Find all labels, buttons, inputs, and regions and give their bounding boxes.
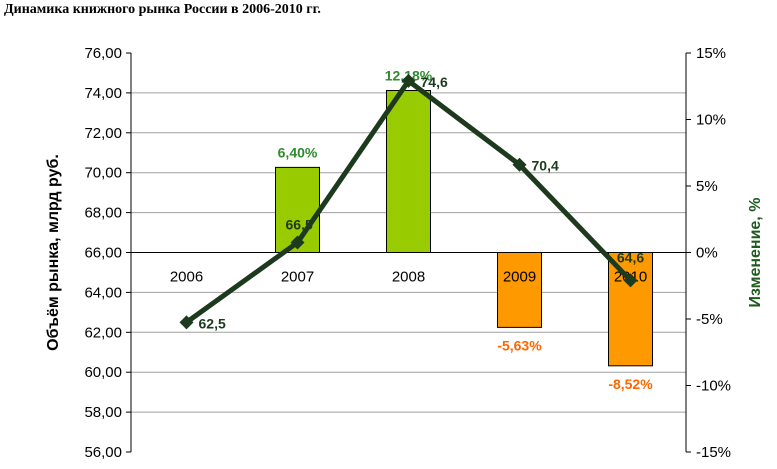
y2-axis-title: Изменение, %: [747, 198, 764, 308]
y-tick-label: 60,00: [84, 364, 122, 381]
y2-tick-label: -10%: [696, 378, 731, 395]
line-marker: [512, 157, 527, 172]
y-tick-label: 72,00: [84, 125, 122, 142]
chart-title: Динамика книжного рынка России в 2006-20…: [4, 2, 321, 17]
y-tick-label: 74,00: [84, 85, 122, 102]
line-marker: [401, 73, 416, 88]
y-tick-label: 76,00: [84, 45, 122, 62]
y-tick-label: 68,00: [84, 205, 122, 222]
y-tick-label: 66,00: [84, 245, 122, 262]
y2-tick-label: 0%: [696, 245, 718, 262]
bar-data-label: -8,52%: [608, 376, 653, 392]
y-axis-title: Объём рынка, млрд руб.: [45, 154, 62, 351]
line-data-label: 66,5: [286, 217, 313, 233]
y2-tick-label: -15%: [696, 444, 731, 461]
category-label: 2008: [392, 269, 425, 286]
bar-data-label: -5,63%: [497, 337, 542, 353]
bar: [497, 252, 542, 328]
y-tick-label: 56,00: [84, 444, 122, 461]
y-tick-label: 64,00: [84, 284, 122, 301]
line-data-label: 64,6: [617, 249, 644, 265]
line-data-label: 74,6: [421, 74, 448, 90]
line-marker: [623, 273, 638, 288]
bar: [386, 90, 431, 253]
category-label: 2009: [503, 269, 536, 286]
line-marker: [290, 235, 305, 250]
y-tick-label: 58,00: [84, 404, 122, 421]
y2-tick-label: 15%: [696, 45, 726, 62]
line-data-label: 70,4: [532, 158, 559, 174]
bar-data-label: 6,40%: [278, 144, 318, 160]
y2-tick-label: 10%: [696, 112, 726, 129]
category-label: 2007: [281, 269, 314, 286]
line-marker: [179, 315, 194, 330]
y2-tick-label: -5%: [696, 311, 723, 328]
y-tick-label: 70,00: [84, 165, 122, 182]
y-tick-label: 62,00: [84, 324, 122, 341]
y2-tick-label: 5%: [696, 178, 718, 195]
category-label: 2006: [170, 269, 203, 286]
line-data-label: 62,5: [199, 315, 226, 331]
